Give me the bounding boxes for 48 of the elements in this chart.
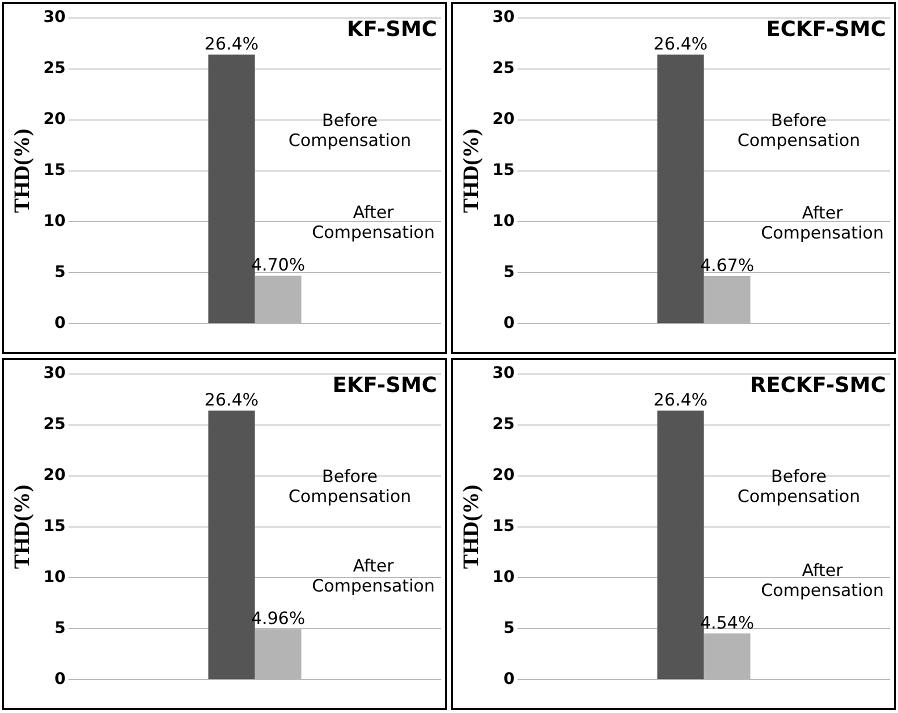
y-axis-title: THD(%) xyxy=(8,128,34,213)
text: After Compensation xyxy=(312,203,435,244)
y-tick-label: 20 xyxy=(43,465,66,484)
y-tick-label: 30 xyxy=(43,7,66,26)
series-label: Before Compensation xyxy=(288,111,412,152)
y-tick-label: 10 xyxy=(492,210,515,230)
y-tick-label: 5 xyxy=(54,262,66,281)
y-tick-label: 10 xyxy=(492,566,515,586)
y-tick-label: 15 xyxy=(492,516,515,535)
y-tick-label: 20 xyxy=(43,109,66,128)
y-tick-label: 0 xyxy=(54,312,66,332)
y-tick-label: 5 xyxy=(504,618,515,637)
y-tick-label: 25 xyxy=(43,414,66,434)
y-tick-label: 30 xyxy=(492,7,515,26)
y-tick-label: 20 xyxy=(492,109,515,128)
data-label: 26.4% xyxy=(204,34,259,55)
y-axis-title: THD(%) xyxy=(8,484,34,569)
y-tick-label: 20 xyxy=(492,465,515,484)
y-tick-label: 10 xyxy=(43,566,66,586)
y-tick-label: 25 xyxy=(492,414,515,434)
y-tick-label: 15 xyxy=(492,160,515,179)
series-label: Before Compensation xyxy=(737,111,860,152)
y-axis-title: THD(%) xyxy=(458,484,483,569)
data-label: 26.4% xyxy=(654,390,708,411)
series-label: Before Compensation xyxy=(288,467,412,508)
data-label: 26.4% xyxy=(204,390,259,411)
y-tick-label: 0 xyxy=(504,668,515,688)
text: After Compensation xyxy=(761,560,884,601)
y-tick-label: 0 xyxy=(504,312,515,332)
data-label: 26.4% xyxy=(654,34,708,55)
text: After Compensation xyxy=(761,203,884,244)
y-tick-label: 30 xyxy=(43,363,66,382)
chart-title: RECKF-SMC xyxy=(750,372,886,397)
chart-title: EKF-SMC xyxy=(332,372,437,397)
y-tick-label: 5 xyxy=(504,262,515,281)
text: After Compensation xyxy=(312,556,435,596)
y-tick-label: 25 xyxy=(43,58,66,78)
y-tick-label: 15 xyxy=(43,160,66,179)
y-tick-label: 10 xyxy=(43,210,66,230)
y-tick-label: 25 xyxy=(492,58,515,78)
y-axis-title: THD(%) xyxy=(458,128,483,213)
chart-title: KF-SMC xyxy=(346,16,437,41)
y-tick-label: 0 xyxy=(54,668,66,688)
y-tick-label: 15 xyxy=(43,516,66,535)
y-tick-label: 30 xyxy=(492,363,515,382)
y-tick-label: 5 xyxy=(54,618,66,637)
chart-title: ECKF-SMC xyxy=(766,16,886,41)
series-label: Before Compensation xyxy=(737,467,860,508)
